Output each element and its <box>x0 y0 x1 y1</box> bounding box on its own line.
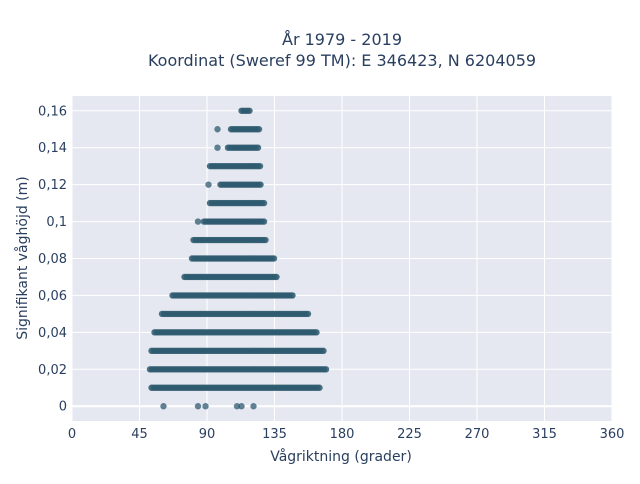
data-point <box>194 218 202 225</box>
data-point <box>289 292 296 299</box>
y-axis-title: Signifikant våghöjd (m) <box>14 176 31 339</box>
x-tick-label: 270 <box>465 427 490 442</box>
data-point <box>160 403 167 410</box>
x-tick-label: 45 <box>131 427 148 442</box>
x-tick-label: 135 <box>262 427 287 442</box>
x-tick-label: 0 <box>68 427 76 442</box>
data-point <box>256 162 264 170</box>
data-point <box>250 403 257 410</box>
grid <box>71 96 613 421</box>
data-point <box>260 199 268 207</box>
data-point <box>214 126 221 133</box>
y-tick-label: 0,02 <box>38 363 67 378</box>
data-point <box>322 366 330 373</box>
data-points <box>146 107 330 410</box>
chart-title-line2: Koordinat (Sweref 99 TM): E 346423, N 62… <box>148 51 536 70</box>
y-tick-label: 0 <box>59 400 67 415</box>
y-tick-label: 0,06 <box>38 289 67 304</box>
y-tick-label: 0,1 <box>46 215 67 230</box>
data-point <box>255 126 263 133</box>
data-point <box>205 181 212 188</box>
data-point <box>246 107 253 114</box>
data-point <box>194 403 202 410</box>
x-axis-title: Vågriktning (grader) <box>270 448 412 465</box>
data-point <box>270 255 278 262</box>
x-tick-label: 360 <box>600 427 625 442</box>
data-point <box>320 347 327 355</box>
y-tick-labels: 0 0,02 0,04 0,06 0,08 0,1 0,12 0,14 0,16 <box>38 104 67 414</box>
x-tick-label: 90 <box>199 427 216 442</box>
y-tick-label: 0,04 <box>38 326 67 341</box>
y-tick-label: 0,14 <box>38 141 67 156</box>
data-point <box>316 384 323 391</box>
x-tick-label: 225 <box>397 427 422 442</box>
x-tick-label: 180 <box>330 427 355 442</box>
y-tick-label: 0,12 <box>38 178 67 193</box>
data-point <box>214 144 221 151</box>
data-point <box>257 181 264 188</box>
y-tick-label: 0,08 <box>38 252 67 267</box>
data-point <box>304 310 312 318</box>
x-tick-labels: 0 45 90 135 180 225 270 315 360 <box>68 427 625 442</box>
data-point <box>202 403 209 410</box>
data-point <box>260 218 268 225</box>
data-point <box>273 273 280 281</box>
data-point <box>262 236 269 244</box>
x-tick-label: 315 <box>532 427 557 442</box>
data-point <box>313 329 320 336</box>
chart-title-line1: År 1979 - 2019 <box>282 30 402 49</box>
data-point <box>233 403 241 410</box>
data-point <box>254 144 262 151</box>
data-point <box>238 403 245 410</box>
y-tick-label: 0,16 <box>38 104 67 119</box>
